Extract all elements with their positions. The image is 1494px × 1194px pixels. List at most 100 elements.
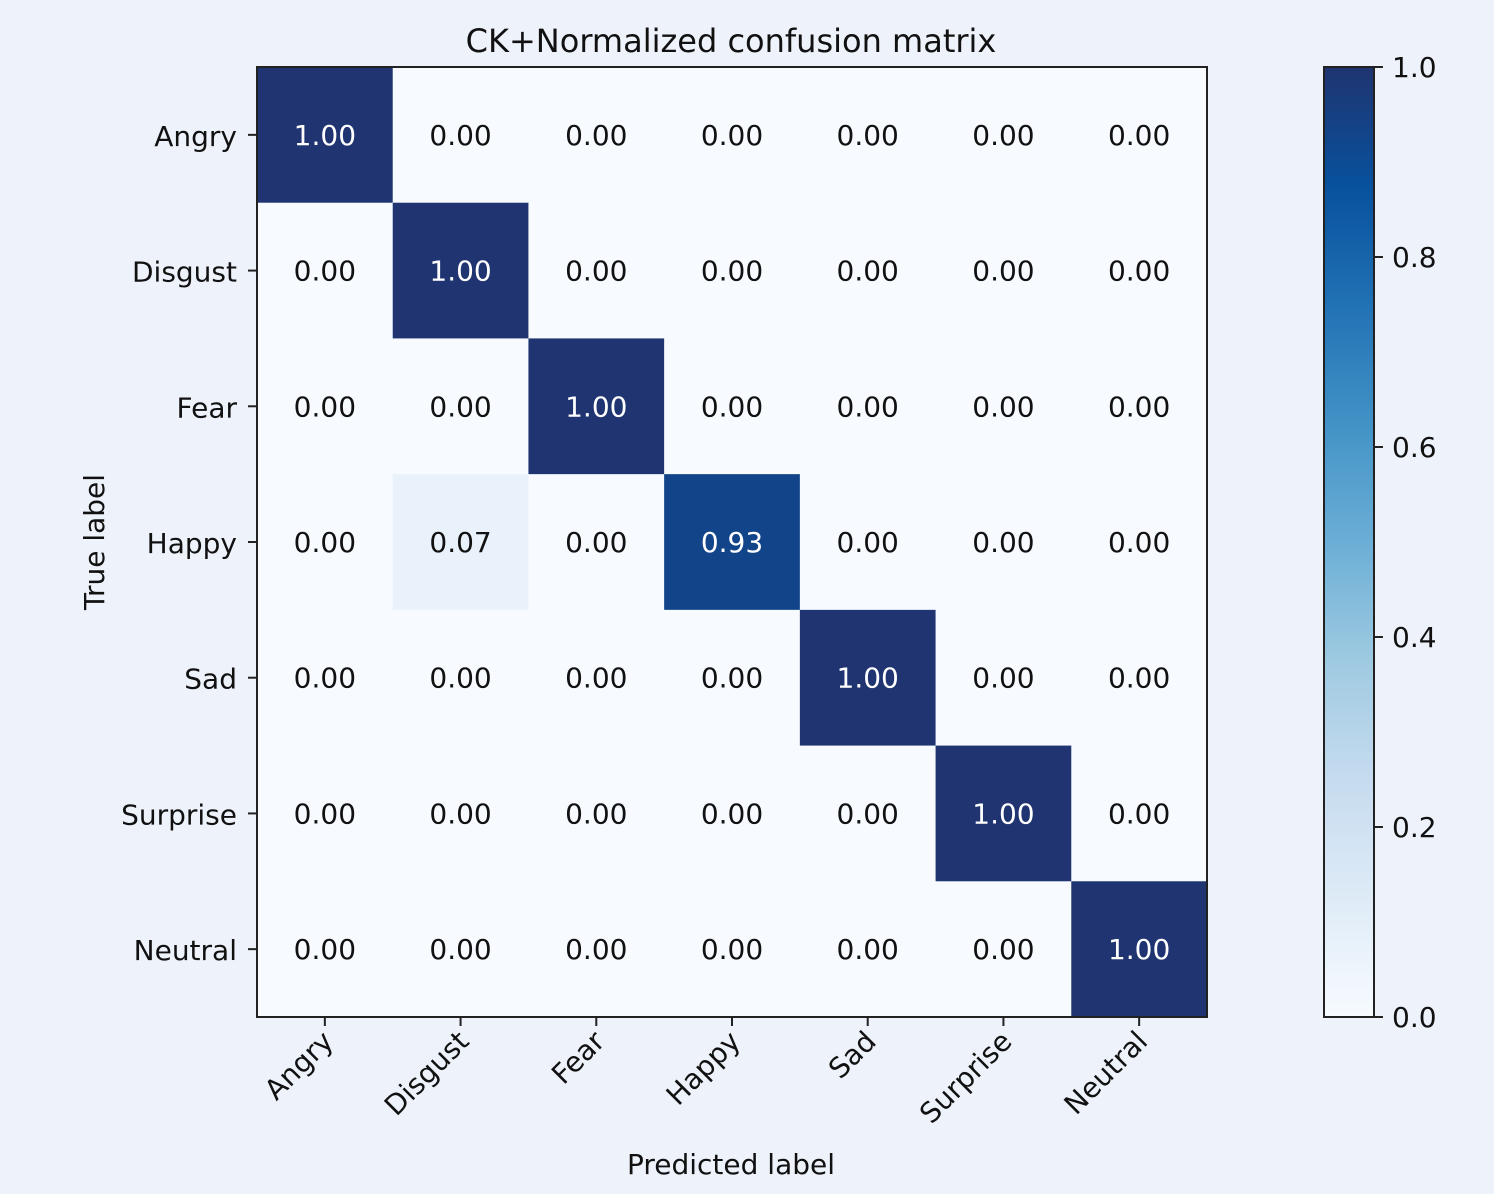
- cell-value-label: 0.00: [837, 526, 899, 559]
- heatmap-cell: [935, 474, 1072, 611]
- cell-value-label: 0.00: [972, 255, 1034, 288]
- y-tick-label: Disgust: [132, 256, 237, 289]
- heatmap-cell: [1071, 745, 1208, 882]
- x-tick-label: Disgust: [378, 1025, 476, 1123]
- cell-value-label: 0.00: [294, 390, 356, 423]
- cell-value-label: 0.00: [1108, 390, 1170, 423]
- cell-value-label: 0.00: [837, 797, 899, 830]
- heatmap-cell: [257, 202, 394, 339]
- heatmap-cell: [799, 881, 937, 1018]
- heatmap-cell: [257, 67, 394, 204]
- x-tick-label: Surprise: [913, 1025, 1018, 1130]
- cell-value-label: 0.00: [294, 526, 356, 559]
- cell-value-label: 0.00: [294, 933, 356, 966]
- cell-value-label: 0.00: [429, 933, 491, 966]
- heatmap-cell: [1071, 67, 1208, 204]
- x-axis-ticks: Angry Disgust Fear Happy Sad Surprise Neutral: [258, 1017, 1154, 1130]
- heatmap-cell: [664, 67, 801, 204]
- cell-value-label: 1.00: [837, 662, 899, 695]
- heatmap-cell: [257, 881, 394, 1018]
- cell-value-label: 0.00: [972, 662, 1034, 695]
- heatmap-cell: [392, 745, 529, 882]
- cell-value-label: 0.00: [837, 119, 899, 152]
- heatmap-cell: [664, 338, 801, 475]
- cell-value-label: 1.00: [429, 255, 491, 288]
- cell-value-label: 1.00: [1108, 933, 1170, 966]
- heatmap-cell: [392, 881, 529, 1018]
- cell-value-label: 0.00: [1108, 797, 1170, 830]
- cell-value-label: 0.00: [701, 933, 763, 966]
- heatmap-cell: [1071, 609, 1208, 747]
- colorbar: [1323, 66, 1375, 1018]
- y-tick-label: Fear: [177, 391, 238, 424]
- heatmap-cell: [392, 474, 529, 611]
- colorbar-ticks: 0.0 0.2 0.4 0.6 0.8 1.0: [1374, 51, 1437, 1034]
- heatmap-cell: [799, 67, 937, 204]
- cell-value-label: 0.00: [1108, 119, 1170, 152]
- heatmap-cell: [257, 474, 394, 611]
- heatmap-cell: [1071, 881, 1208, 1018]
- chart-title: CK+Normalized confusion matrix: [466, 22, 997, 60]
- y-axis-label: True label: [78, 474, 111, 611]
- cell-value-label: 0.00: [565, 662, 627, 695]
- cell-value-label: 0.00: [837, 255, 899, 288]
- heatmap-cell: [935, 202, 1072, 339]
- heatmap-cell: [799, 745, 937, 882]
- cell-value-label: 0.00: [565, 119, 627, 152]
- cell-value-label: 0.07: [429, 526, 491, 559]
- y-tick-label: Happy: [147, 527, 237, 560]
- cell-value-label: 0.93: [701, 526, 763, 559]
- heatmap-cell: [664, 474, 801, 611]
- cell-value-label: 0.00: [972, 933, 1034, 966]
- heatmap-cell: [528, 338, 665, 475]
- heatmap-cell: [257, 338, 394, 475]
- cell-value-label: 0.00: [972, 119, 1034, 152]
- y-axis-ticks: Angry Disgust Fear Happy Sad Surprise Neutral: [121, 120, 257, 967]
- heatmap-cell: [1071, 474, 1208, 611]
- y-tick-label: Angry: [154, 120, 237, 153]
- heatmap-cell: [935, 881, 1072, 1018]
- cell-value-label: 0.00: [837, 390, 899, 423]
- heatmap-cell: [392, 67, 529, 204]
- cell-value-label: 0.00: [972, 526, 1034, 559]
- heatmap-cell: [257, 609, 394, 747]
- cell-value-label: 0.00: [972, 390, 1034, 423]
- colorbar-tick-label: 0.8: [1392, 241, 1437, 274]
- colorbar-tick-label: 0.2: [1392, 811, 1437, 844]
- x-tick-label: Fear: [545, 1024, 611, 1090]
- heatmap-cell: [257, 745, 394, 882]
- heatmap-cell: [799, 474, 937, 611]
- cell-value-label: 0.00: [294, 255, 356, 288]
- heatmap-cell: [935, 67, 1072, 204]
- cell-value-label: 0.00: [294, 797, 356, 830]
- heatmap-cell: [664, 881, 801, 1018]
- cell-value-label: 0.00: [701, 797, 763, 830]
- heatmap-cell: [664, 202, 801, 339]
- heatmap-cell: [528, 881, 665, 1018]
- cell-value-label: 0.00: [701, 255, 763, 288]
- cell-value-label: 0.00: [1108, 526, 1170, 559]
- heatmap-cells: [257, 67, 1208, 1018]
- x-tick-label: Happy: [660, 1025, 747, 1112]
- cell-value-label: 0.00: [837, 933, 899, 966]
- cell-value-label: 1.00: [565, 390, 627, 423]
- cell-value-label: 0.00: [429, 390, 491, 423]
- cell-value-label: 0.00: [1108, 662, 1170, 695]
- heatmap-cell-labels: 1.00 0.00 0.00 0.00 0.00 0.00 0.00 0.00 1.00 0.00…: [294, 119, 1171, 966]
- heatmap-cell: [528, 609, 665, 747]
- heatmap-cell: [528, 202, 665, 339]
- cell-value-label: 0.00: [294, 662, 356, 695]
- heatmap-cell: [935, 338, 1072, 475]
- heatmap-cell: [1071, 338, 1208, 475]
- x-axis-label: Predicted label: [627, 1148, 835, 1181]
- colorbar-tick-label: 1.0: [1392, 51, 1437, 84]
- colorbar-tick-label: 0.4: [1392, 621, 1437, 654]
- cell-value-label: 0.00: [701, 390, 763, 423]
- cell-value-label: 0.00: [429, 119, 491, 152]
- colorbar-tick-label: 0.6: [1392, 431, 1437, 464]
- heatmap-cell: [392, 609, 529, 747]
- heatmap-cell: [528, 745, 665, 882]
- x-tick-label: Angry: [258, 1025, 340, 1107]
- heatmap-cell: [799, 609, 937, 747]
- heatmap-cell: [664, 745, 801, 882]
